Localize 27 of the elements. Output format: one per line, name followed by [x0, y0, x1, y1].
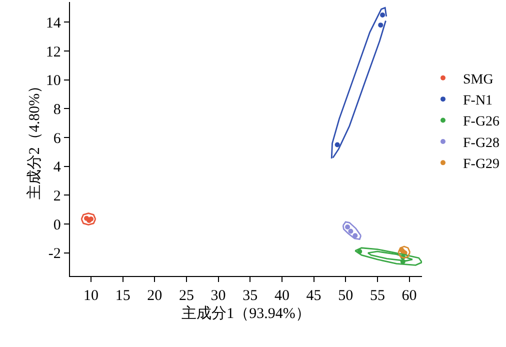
y-tick-label: 2 — [53, 188, 61, 204]
x-tick-label: 50 — [338, 288, 354, 304]
y-axis-title: 主成分2（4.80%） — [26, 78, 44, 200]
x-tick-label: 15 — [115, 288, 130, 304]
y-tick-label: 8 — [53, 102, 61, 118]
y-tick-label: 14 — [46, 15, 62, 32]
legend-label: SMG — [463, 72, 494, 88]
y-tick-label: 10 — [46, 73, 61, 90]
legend-label: F-N1 — [463, 94, 493, 109]
x-tick-label: 30 — [210, 288, 226, 304]
x-tick-label: 40 — [274, 288, 290, 304]
x-tick-label: 60 — [402, 288, 417, 304]
y-tick-label: 4 — [53, 160, 62, 176]
x-tick-label: 20 — [147, 288, 162, 304]
x-axis-title: 主成分1（93.94%） — [182, 305, 310, 322]
y-tick-label: 12 — [46, 44, 61, 60]
y-tick-label: 0 — [53, 217, 61, 234]
legend-label: F-G26 — [463, 114, 500, 130]
legend-label: F-G29 — [463, 157, 500, 172]
y-tick-label: 6 — [53, 130, 62, 147]
x-tick-label: 25 — [178, 288, 194, 304]
x-tick-label: 10 — [84, 288, 99, 304]
x-tick-label: 45 — [306, 288, 322, 304]
x-tick-label: 35 — [242, 288, 258, 304]
y-tick-label: -2 — [48, 246, 61, 262]
legend-label: F-G28 — [463, 136, 500, 151]
x-tick-label: 55 — [370, 288, 385, 304]
